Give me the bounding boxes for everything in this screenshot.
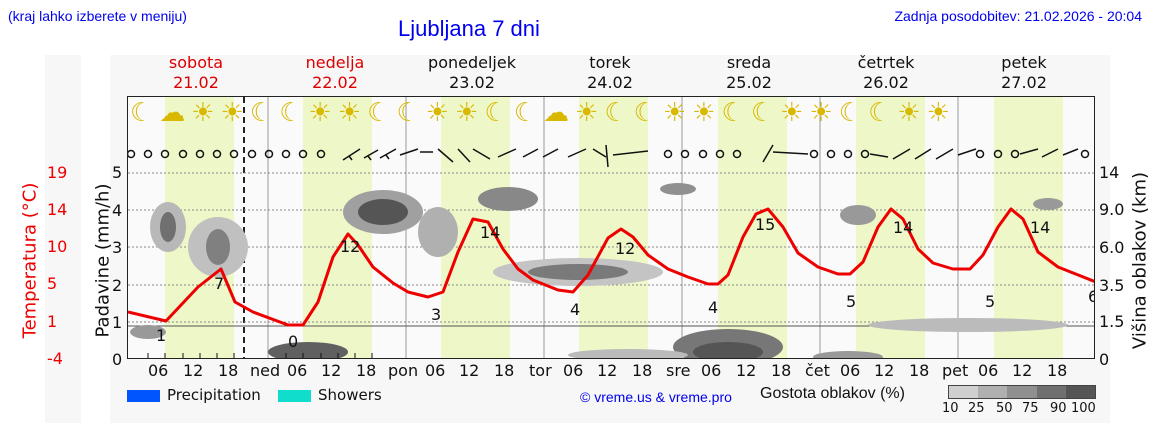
density-scale-tick: 75 (1022, 401, 1039, 416)
svg-text:5: 5 (846, 292, 856, 311)
day-header-1: nedelja 22.02 (305, 53, 365, 92)
cloud-tick-4: 1.5 (1099, 312, 1125, 331)
temperature-line (128, 207, 1094, 327)
day-header-4: sreda 25.02 (726, 53, 772, 92)
svg-text:14: 14 (1030, 218, 1050, 237)
temp-tick-5: -4 (47, 349, 63, 368)
density-scale-tick: 90 (1050, 401, 1067, 416)
cloud-tick-3: 3.5 (1099, 276, 1125, 295)
svg-text:12: 12 (615, 239, 635, 258)
density-scale-tick: 100 (1071, 401, 1096, 416)
precip-tick-1: 1 (112, 313, 123, 332)
x-tick: 12 (183, 361, 204, 380)
x-tick: 18 (771, 361, 792, 380)
precip-tick-5: 5 (112, 163, 123, 182)
x-tick: čet (805, 361, 830, 380)
precipitation-swatch (127, 390, 160, 402)
svg-text:1: 1 (156, 326, 166, 345)
svg-text:6: 6 (1088, 287, 1095, 306)
temp-tick-4: 1 (47, 312, 58, 331)
cloud-tick-1: 9.0 (1099, 200, 1125, 219)
x-tick: 18 (494, 361, 515, 380)
x-tick: 18 (1047, 361, 1068, 380)
svg-text:4: 4 (708, 298, 718, 317)
x-tick: 06 (701, 361, 722, 380)
temp-axis-label: Temperatura (°C) (19, 182, 41, 339)
temperature-axis-panel (45, 55, 81, 423)
svg-text:3: 3 (431, 305, 441, 324)
weather-icons-row: ☾☁☀☀☾☾☀☀☾☾☀☀☾☾☁☀☾☾☀☀☾☾☀☀☾☾☀☀ (130, 98, 957, 128)
density-scale-tick: 50 (996, 401, 1013, 416)
svg-text:4: 4 (570, 300, 580, 319)
density-scale-bar (948, 385, 1096, 399)
page-title: Ljubljana 7 dni (398, 16, 540, 41)
x-tick: sre (666, 361, 691, 380)
svg-text:14: 14 (893, 218, 913, 237)
x-tick: 18 (632, 361, 653, 380)
svg-text:0: 0 (288, 332, 298, 351)
x-tick: 12 (597, 361, 618, 380)
copyright-link[interactable]: © vreme.us & vreme.pro (580, 389, 732, 405)
precip-axis-label: Padavine (mm/h) (92, 183, 114, 338)
cloud-tick-0: 14 (1099, 163, 1120, 182)
day-header-6: petek 27.02 (1001, 53, 1047, 92)
svg-text:15: 15 (755, 215, 775, 234)
day-header-0: sobota 21.02 (168, 53, 224, 92)
temp-tick-3: 5 (47, 274, 58, 293)
svg-text:5: 5 (985, 292, 995, 311)
x-tick: 12 (874, 361, 895, 380)
density-scale-tick: 25 (968, 401, 985, 416)
x-tick: 06 (425, 361, 446, 380)
cloud-tick-5: 0 (1099, 350, 1110, 369)
x-tick: 06 (563, 361, 584, 380)
precip-tick-2: 2 (112, 276, 123, 295)
temp-tick-1: 14 (47, 200, 68, 219)
wind-symbols (128, 144, 1090, 168)
day-header-3: torek 24.02 (587, 53, 633, 92)
precipitation-legend-label: Precipitation (167, 386, 261, 404)
location-hint: (kraj lahko izberete v meniju) (8, 8, 187, 24)
x-tick: 06 (148, 361, 169, 380)
precip-tick-4: 4 (112, 201, 123, 220)
x-tick: 18 (218, 361, 239, 380)
last-updated: Zadnja posodobitev: 21.02.2026 - 20:04 (894, 8, 1142, 24)
x-tick: 18 (356, 361, 377, 380)
showers-legend-label: Showers (318, 386, 382, 404)
x-tick: 12 (321, 361, 342, 380)
x-tick: ned (250, 361, 281, 380)
cloud-tick-2: 6.0 (1099, 238, 1125, 257)
x-tick: tor (529, 361, 552, 380)
day-header-5: četrtek 26.02 (857, 53, 915, 92)
precip-tick-0: 0 (112, 350, 123, 369)
svg-text:14: 14 (480, 223, 500, 242)
forecast-plot-area: 1 7 0 12 3 14 4 12 4 15 5 14 5 14 6 (127, 96, 1095, 359)
cloud-axis-label: Višina oblakov (km) (1129, 171, 1151, 350)
x-tick: 18 (909, 361, 930, 380)
x-tick: pet (942, 361, 969, 380)
svg-text:7: 7 (214, 274, 224, 293)
x-tick: 06 (287, 361, 308, 380)
svg-text:12: 12 (340, 237, 360, 256)
precip-tick-3: 3 (112, 238, 123, 257)
temp-tick-0: 19 (47, 163, 68, 182)
x-tick: 06 (978, 361, 999, 380)
temperature-labels: 1 7 0 12 3 14 4 12 4 15 5 14 5 14 6 (156, 215, 1095, 351)
x-tick: pon (388, 361, 419, 380)
cloud-density-blobs (130, 183, 1068, 358)
density-legend-label: Gostota oblakov (%) (760, 385, 905, 402)
x-tick: 12 (1012, 361, 1033, 380)
density-scale-tick: 10 (942, 401, 959, 416)
day-header-2: ponedeljek 23.02 (428, 53, 516, 92)
forecast-plot: 1 7 0 12 3 14 4 12 4 15 5 14 5 14 6 (128, 97, 1095, 358)
showers-swatch (278, 390, 311, 402)
x-tick: 12 (459, 361, 480, 380)
x-tick: 06 (840, 361, 861, 380)
temp-tick-2: 10 (47, 237, 68, 256)
x-tick: 12 (736, 361, 757, 380)
